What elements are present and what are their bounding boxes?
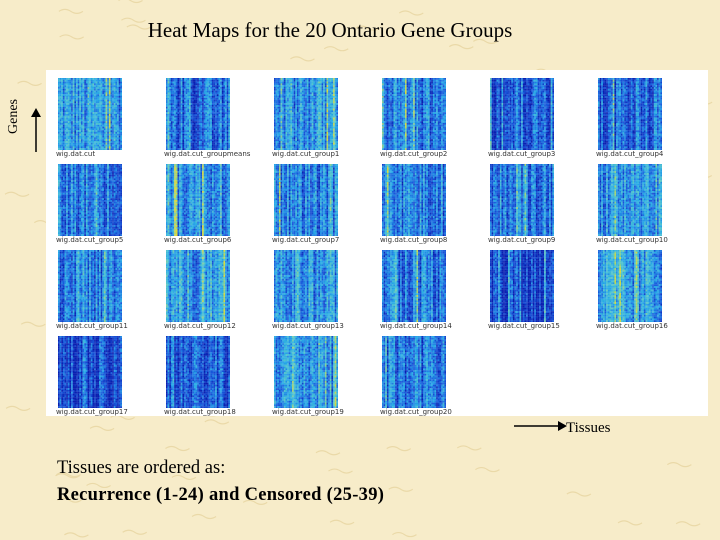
heatmap-caption: wig.dat.cut_group7 bbox=[272, 236, 366, 244]
heatmap-image bbox=[166, 336, 230, 408]
heatmap-tile: wig.dat.cut_groupmeans bbox=[154, 74, 254, 160]
heatmap-caption: wig.dat.cut_group10 bbox=[596, 236, 690, 244]
heatmap-tile: wig.dat.cut_group4 bbox=[586, 74, 686, 160]
heatmap-tile: wig.dat.cut_group17 bbox=[46, 332, 146, 418]
heatmap-tile: wig.dat.cut_group20 bbox=[370, 332, 470, 418]
heatmap-tile: wig.dat.cut_group9 bbox=[478, 160, 578, 246]
heatmap-image bbox=[166, 250, 230, 322]
heatmap-caption: wig.dat.cut_group6 bbox=[164, 236, 258, 244]
heatmap-tile: wig.dat.cut_group2 bbox=[370, 74, 470, 160]
heatmap-tile: wig.dat.cut_group5 bbox=[46, 160, 146, 246]
heatmap-tile: wig.dat.cut_group12 bbox=[154, 246, 254, 332]
heatmap-image bbox=[382, 250, 446, 322]
heatmap-tile: wig.dat.cut_group10 bbox=[586, 160, 686, 246]
heatmap-caption: wig.dat.cut_groupmeans bbox=[164, 150, 258, 158]
heatmap-caption: wig.dat.cut_group12 bbox=[164, 322, 258, 330]
heatmap-image bbox=[166, 78, 230, 150]
heatmap-caption: wig.dat.cut_group4 bbox=[596, 150, 690, 158]
heatmap-caption: wig.dat.cut_group15 bbox=[488, 322, 582, 330]
heatmap-tile: wig.dat.cut_group15 bbox=[478, 246, 578, 332]
heatmap-tile: wig.dat.cut_group14 bbox=[370, 246, 470, 332]
heatmap-image bbox=[274, 250, 338, 322]
heatmap-tile: wig.dat.cut_group13 bbox=[262, 246, 362, 332]
heatmap-image bbox=[58, 250, 122, 322]
heatmap-caption: wig.dat.cut_group17 bbox=[56, 408, 150, 416]
heatmap-tile: wig.dat.cut_group7 bbox=[262, 160, 362, 246]
heatmap-image bbox=[490, 78, 554, 150]
heatmap-image bbox=[598, 78, 662, 150]
genes-axis-label: Genes bbox=[6, 99, 22, 134]
heatmap-image bbox=[166, 164, 230, 236]
heatmap-caption: wig.dat.cut_group19 bbox=[272, 408, 366, 416]
heatmap-caption: wig.dat.cut_group13 bbox=[272, 322, 366, 330]
heatmap-image bbox=[382, 164, 446, 236]
heatmap-image bbox=[490, 164, 554, 236]
heatmap-caption: wig.dat.cut_group1 bbox=[272, 150, 366, 158]
tissue-order-note: Tissues are ordered as: Recurrence (1-24… bbox=[57, 455, 384, 509]
heatmap-caption: wig.dat.cut bbox=[56, 150, 150, 158]
heatmap-image bbox=[274, 78, 338, 150]
heatmap-image bbox=[382, 336, 446, 408]
heatmap-image bbox=[598, 250, 662, 322]
tissues-axis-label: Tissues bbox=[566, 420, 610, 437]
heatmap-caption: wig.dat.cut_group11 bbox=[56, 322, 150, 330]
heatmap-tile: wig.dat.cut_group6 bbox=[154, 160, 254, 246]
tissues-axis-arrow bbox=[514, 421, 567, 431]
heatmap-caption: wig.dat.cut_group20 bbox=[380, 408, 474, 416]
heatmap-caption: wig.dat.cut_group14 bbox=[380, 322, 474, 330]
heatmap-caption: wig.dat.cut_group3 bbox=[488, 150, 582, 158]
heatmap-image bbox=[274, 336, 338, 408]
heatmap-tile: wig.dat.cut_group8 bbox=[370, 160, 470, 246]
slide-title: Heat Maps for the 20 Ontario Gene Groups bbox=[0, 18, 660, 43]
heatmap-caption: wig.dat.cut_group18 bbox=[164, 408, 258, 416]
heatmap-caption: wig.dat.cut_group9 bbox=[488, 236, 582, 244]
heatmap-tile: wig.dat.cut_group3 bbox=[478, 74, 578, 160]
heatmap-image bbox=[58, 78, 122, 150]
heatmap-tile: wig.dat.cut_group1 bbox=[262, 74, 362, 160]
heatmap-image bbox=[58, 164, 122, 236]
heatmap-tile: wig.dat.cut_group11 bbox=[46, 246, 146, 332]
heatmap-caption: wig.dat.cut_group5 bbox=[56, 236, 150, 244]
heatmap-caption: wig.dat.cut_group16 bbox=[596, 322, 690, 330]
heatmap-image bbox=[58, 336, 122, 408]
heatmap-tile: wig.dat.cut_group19 bbox=[262, 332, 362, 418]
heatmap-image bbox=[382, 78, 446, 150]
heatmap-tile: wig.dat.cut_group18 bbox=[154, 332, 254, 418]
heatmap-tile: wig.dat.cut_group16 bbox=[586, 246, 686, 332]
heatmap-tile: wig.dat.cut bbox=[46, 74, 146, 160]
note-line-2: Recurrence (1-24) and Censored (25-39) bbox=[57, 482, 384, 509]
heatmap-image bbox=[274, 164, 338, 236]
note-line-1: Tissues are ordered as: bbox=[57, 455, 384, 482]
heatmap-image bbox=[598, 164, 662, 236]
heatmap-image bbox=[490, 250, 554, 322]
heatmap-caption: wig.dat.cut_group2 bbox=[380, 150, 474, 158]
heatmap-panel: wig.dat.cut wig.dat.cut_groupmeans wig.dat… bbox=[46, 70, 708, 416]
genes-axis-arrow bbox=[31, 108, 41, 152]
heatmap-caption: wig.dat.cut_group8 bbox=[380, 236, 474, 244]
